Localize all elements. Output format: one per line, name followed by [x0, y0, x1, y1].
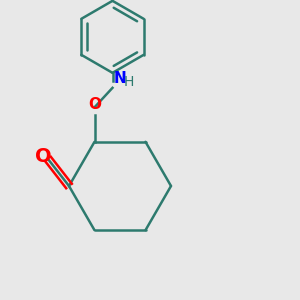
Text: H: H: [124, 75, 134, 89]
Text: N: N: [114, 71, 127, 86]
Text: O: O: [88, 98, 101, 112]
Text: O: O: [35, 146, 52, 166]
